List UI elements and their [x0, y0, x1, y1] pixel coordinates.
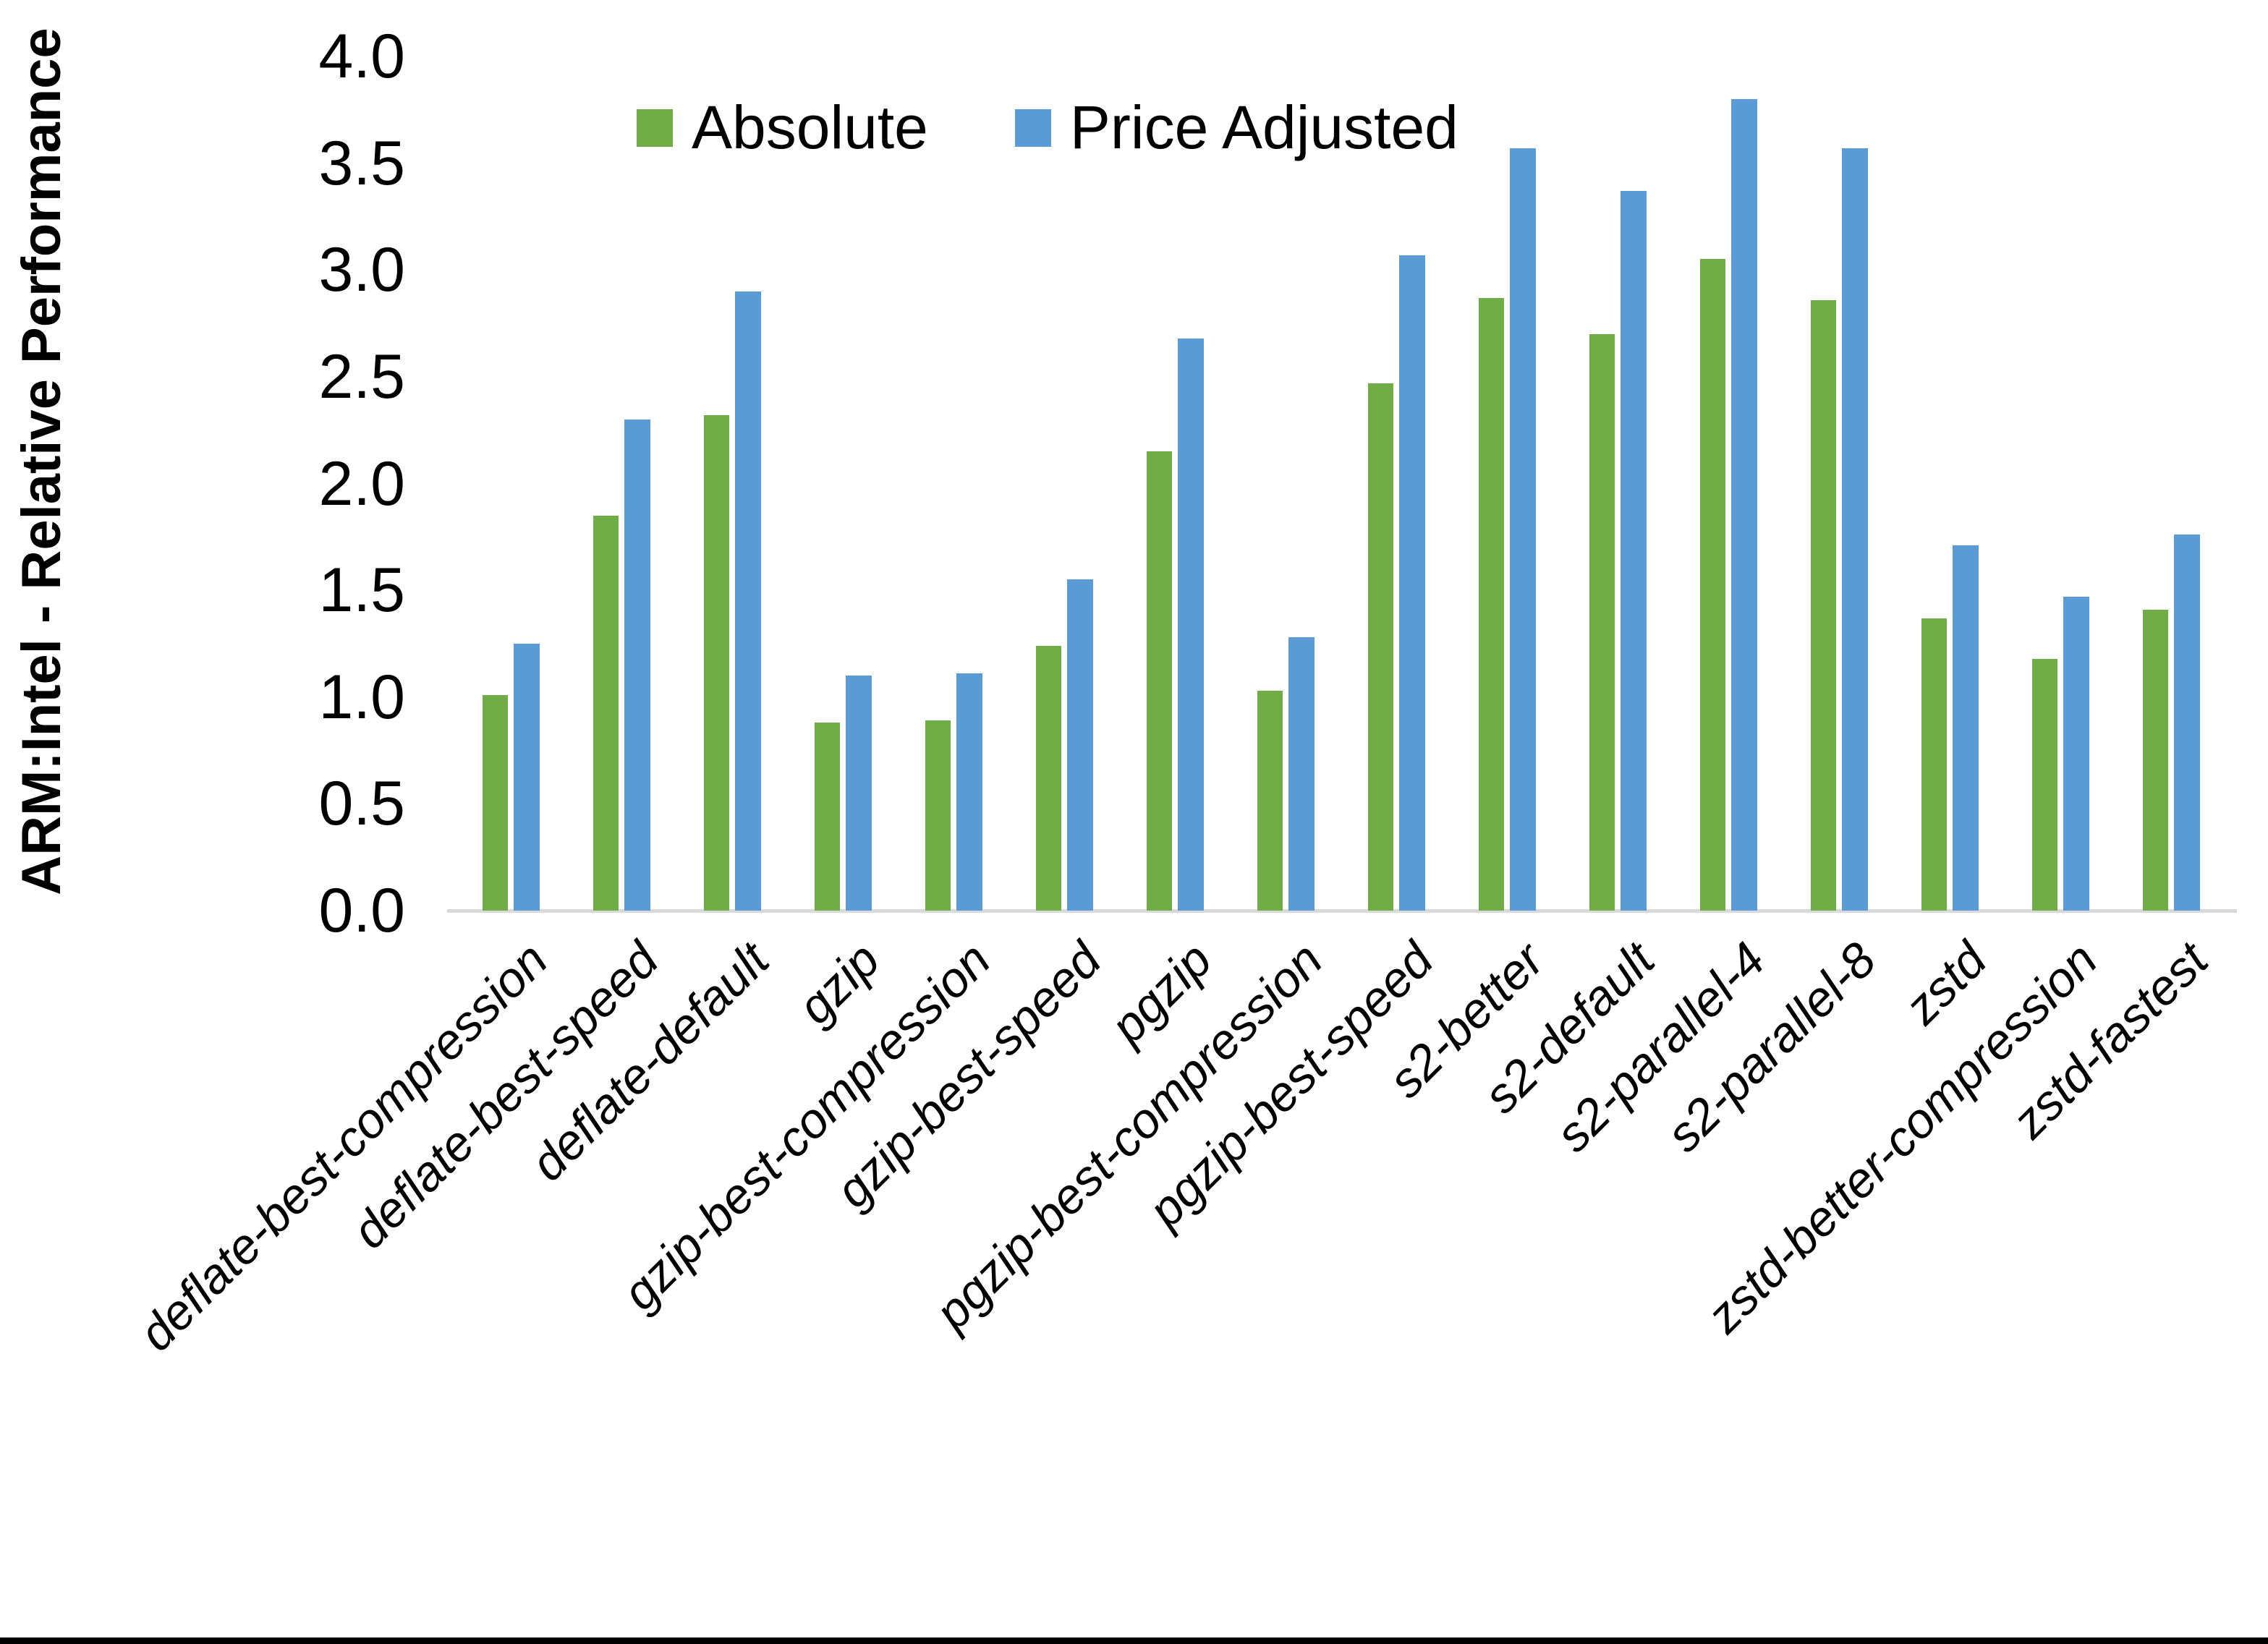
bar-absolute [1036, 646, 1061, 911]
bar-absolute [2143, 610, 2168, 911]
bar-price-adjusted [1288, 637, 1314, 911]
y-tick-label: 3.5 [318, 128, 405, 198]
y-tick-label: 4.0 [318, 22, 405, 91]
bar-absolute [593, 516, 619, 911]
bar-price-adjusted [1067, 579, 1093, 911]
legend-label: Price Adjusted [1069, 93, 1458, 161]
y-tick-label: 1.5 [318, 555, 405, 626]
y-tick-label: 2.5 [318, 341, 405, 412]
bar-absolute [1811, 300, 1836, 911]
bar-price-adjusted [1953, 545, 1979, 911]
bar-price-adjusted [1510, 148, 1536, 911]
y-axis-title: ARM:Intel - Relative Performance [11, 27, 72, 895]
bottom-border [0, 1637, 2268, 1644]
legend-swatch-absolute [637, 108, 673, 147]
bar-absolute [925, 720, 951, 911]
bar-price-adjusted [624, 419, 650, 911]
bar-price-adjusted [1399, 255, 1425, 911]
y-tick-label: 0.0 [318, 876, 405, 945]
bar-price-adjusted [2063, 597, 2089, 911]
bar-price-adjusted [1731, 99, 1757, 911]
bar-price-adjusted [956, 673, 982, 911]
bar-price-adjusted [735, 291, 761, 911]
y-tick-label: 3.0 [318, 235, 405, 305]
legend-swatch-price-adjusted [1014, 108, 1051, 147]
legend-item: Absolute [637, 93, 928, 163]
bar-absolute [1921, 618, 1947, 911]
y-tick-label: 0.5 [318, 769, 405, 839]
bar-absolute [1147, 451, 1172, 911]
y-tick-label: 2.0 [318, 448, 405, 519]
bar-absolute [2032, 659, 2057, 911]
bar-absolute [1589, 334, 1615, 911]
bar-absolute [815, 723, 840, 911]
bar-price-adjusted [1842, 148, 1868, 911]
bar-price-adjusted [2174, 534, 2200, 911]
bar-absolute [1479, 298, 1504, 911]
bar-price-adjusted [1178, 338, 1204, 911]
legend-item: Price Adjusted [1014, 93, 1458, 163]
x-axis-line [447, 909, 2237, 913]
bar-absolute [1700, 259, 1725, 911]
legend: Absolute Price Adjusted [637, 93, 1458, 163]
bar-absolute [1257, 691, 1283, 911]
bar-price-adjusted [846, 676, 872, 911]
y-tick-label: 1.0 [318, 662, 405, 732]
bar-absolute [483, 695, 508, 911]
legend-label: Absolute [692, 93, 928, 161]
bar-absolute [704, 415, 729, 911]
bar-absolute [1368, 383, 1393, 911]
bar-price-adjusted [1621, 191, 1647, 911]
bar-price-adjusted [514, 644, 540, 911]
